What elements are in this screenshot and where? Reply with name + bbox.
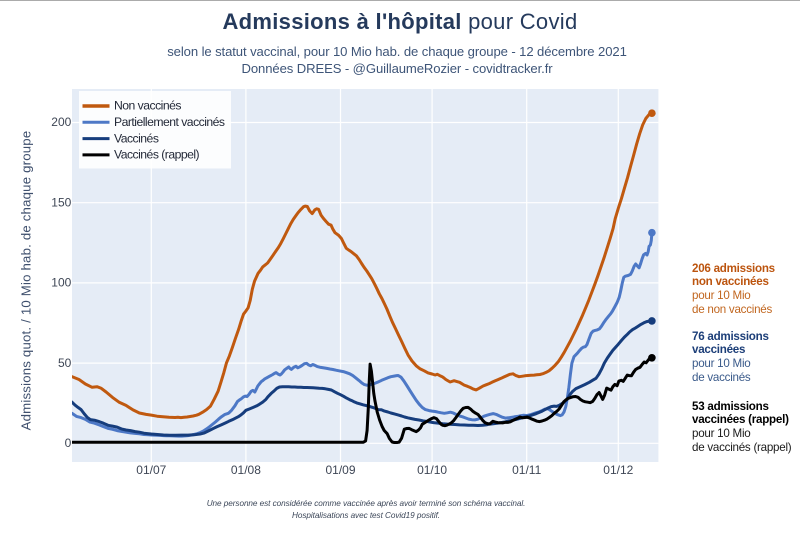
svg-text:150: 150 <box>51 195 71 209</box>
svg-text:200: 200 <box>51 115 71 129</box>
svg-text:01/07: 01/07 <box>136 463 166 477</box>
svg-text:01/11: 01/11 <box>512 463 541 477</box>
svg-text:Vaccinés: Vaccinés <box>114 131 159 145</box>
svg-text:100: 100 <box>51 276 71 290</box>
svg-text:01/09: 01/09 <box>325 463 355 477</box>
svg-text:Partiellement vaccinés: Partiellement vaccinés <box>114 115 225 129</box>
svg-text:01/10: 01/10 <box>417 463 447 477</box>
svg-text:Vaccinés (rappel): Vaccinés (rappel) <box>114 148 200 162</box>
svg-text:Admissions quot. / 10 Mio hab.: Admissions quot. / 10 Mio hab. de chaque… <box>19 131 34 431</box>
svg-text:01/08: 01/08 <box>231 463 261 477</box>
svg-text:50: 50 <box>58 356 72 370</box>
svg-text:Non vaccinés: Non vaccinés <box>114 99 181 113</box>
svg-text:01/12: 01/12 <box>603 463 633 477</box>
svg-text:0: 0 <box>65 436 72 450</box>
